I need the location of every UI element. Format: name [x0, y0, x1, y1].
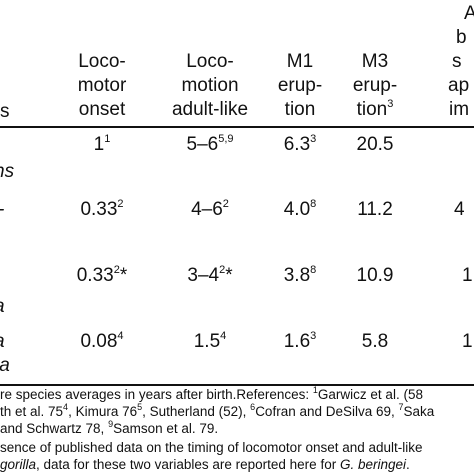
header-m3-eruption: M3 erup- tion3 [340, 50, 410, 122]
header-m1-eruption: M1 erup- tion [268, 50, 332, 122]
cell: 1 [462, 265, 473, 286]
header-text: Loco- [186, 51, 234, 72]
header-text: im [449, 99, 470, 120]
row-label-header: s [0, 101, 10, 122]
table-bottom-rule [0, 384, 474, 386]
header-text: motion [181, 75, 239, 96]
cell: 4 [454, 199, 465, 220]
cell: 0.332* [76, 264, 128, 287]
header-text: erup- [352, 75, 398, 96]
cell: 4–62 [191, 198, 229, 221]
cell: 11 [93, 133, 111, 156]
cell: 3.88 [283, 264, 317, 287]
header-text: tion3 [356, 98, 394, 121]
cell: 1.63 [283, 330, 317, 353]
cell: 1 [462, 331, 473, 352]
header-text: adult-like [171, 99, 249, 120]
cell: 11.2 [357, 199, 393, 220]
cell: 0.084 [80, 330, 124, 353]
header-truncated-col: A b s ap im [424, 2, 474, 122]
species-label: ns [0, 161, 15, 182]
header-text: M3 [361, 51, 389, 72]
header-text: onset [78, 99, 126, 120]
cell: 3–42* [187, 264, 233, 287]
cell: 4.08 [283, 198, 317, 221]
cell: 20.5 [356, 134, 394, 155]
species-label: a [0, 295, 5, 319]
header-rule [0, 126, 474, 128]
header-text: b [456, 27, 467, 48]
header-locomotor-onset: Loco- motor onset [52, 50, 152, 122]
footnote-line: and Schwartz 78, 9Samson et al. 79. [0, 419, 219, 437]
cell: 0.332 [80, 198, 124, 221]
header-text: s [452, 51, 462, 72]
species-label: - [0, 198, 4, 222]
footnote-line: th et al. 754, Kimura 765, Sutherland (5… [0, 402, 435, 420]
footnote-line: gorilla, data for these two variables ar… [0, 457, 410, 472]
header-text: M1 [286, 51, 314, 72]
header-locomotion-adult-like: Loco- motion adult-like [155, 50, 265, 122]
footnote-line: sence of published data on the timing of… [0, 440, 423, 455]
footnote-line: re species averages in years after birth… [0, 385, 423, 403]
cell: 5.8 [361, 331, 389, 352]
species-label: a [0, 330, 5, 354]
header-text: motor [77, 75, 127, 96]
cell: 6.33 [283, 133, 317, 156]
cell: 10.9 [356, 265, 394, 286]
header-text: Loco- [78, 51, 126, 72]
header-text: ap [448, 75, 470, 96]
header-text: tion [284, 99, 316, 120]
cell: 5–65,9 [186, 133, 234, 156]
header-text: A [464, 3, 474, 24]
cell: 1.54 [193, 330, 227, 353]
species-label: ta [0, 355, 10, 376]
header-text: erup- [277, 75, 323, 96]
